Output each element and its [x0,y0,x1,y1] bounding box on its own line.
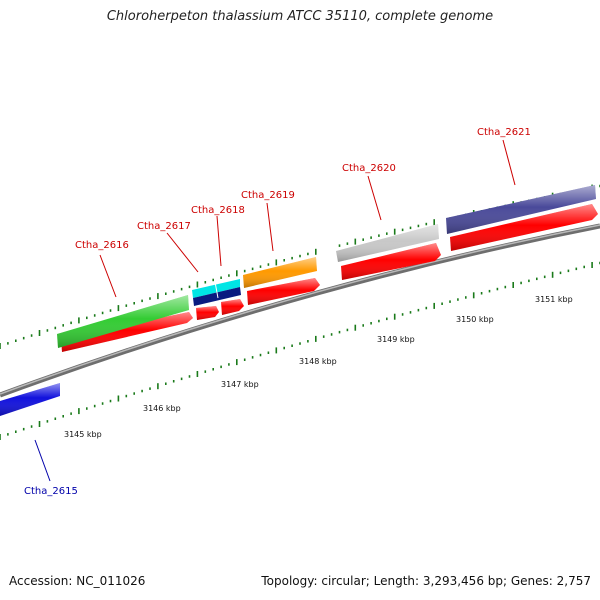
scale-label: 3147 kbp [221,380,259,389]
leader-lines [34,139,516,482]
gene-label-ctha-2615[interactable]: Ctha_2615 [24,486,78,497]
gene-features [0,185,596,416]
gene-bar-ctha-2618[interactable] [193,287,241,306]
scale-label: 3148 kbp [299,357,337,366]
scale-label: 3145 kbp [64,430,102,439]
genome-backbone [0,223,600,398]
scale-labels: 3145 kbp 3146 kbp 3147 kbp 3148 kbp 3149… [64,295,573,439]
gene-label-ctha-2619[interactable]: Ctha_2619 [241,190,295,201]
scale-label: 3146 kbp [143,404,181,413]
genome-backbone-highlight [0,224,600,395]
cds-features [61,204,598,352]
scale-label: 3150 kbp [456,315,494,324]
gene-label-ctha-2618[interactable]: Ctha_2618 [191,205,245,216]
scale-label: 3151 kbp [535,295,573,304]
genome-summary-text: Topology: circular; Length: 3,293,456 bp… [261,574,591,588]
gene-label-ctha-2617[interactable]: Ctha_2617 [137,221,191,232]
scale-label: 3149 kbp [377,335,415,344]
map-title: Chloroherpeton thalassium ATCC 35110, co… [106,9,494,24]
gene-labels: Ctha_2615 Ctha_2616 Ctha_2617 Ctha_2618 … [24,127,531,497]
accession-text: Accession: NC_011026 [9,574,146,588]
gene-label-ctha-2616[interactable]: Ctha_2616 [75,240,129,251]
gene-label-ctha-2620[interactable]: Ctha_2620 [342,163,396,174]
gene-label-ctha-2621[interactable]: Ctha_2621 [477,127,531,138]
tick-row-lower [0,261,600,440]
gene-divider [214,281,219,299]
